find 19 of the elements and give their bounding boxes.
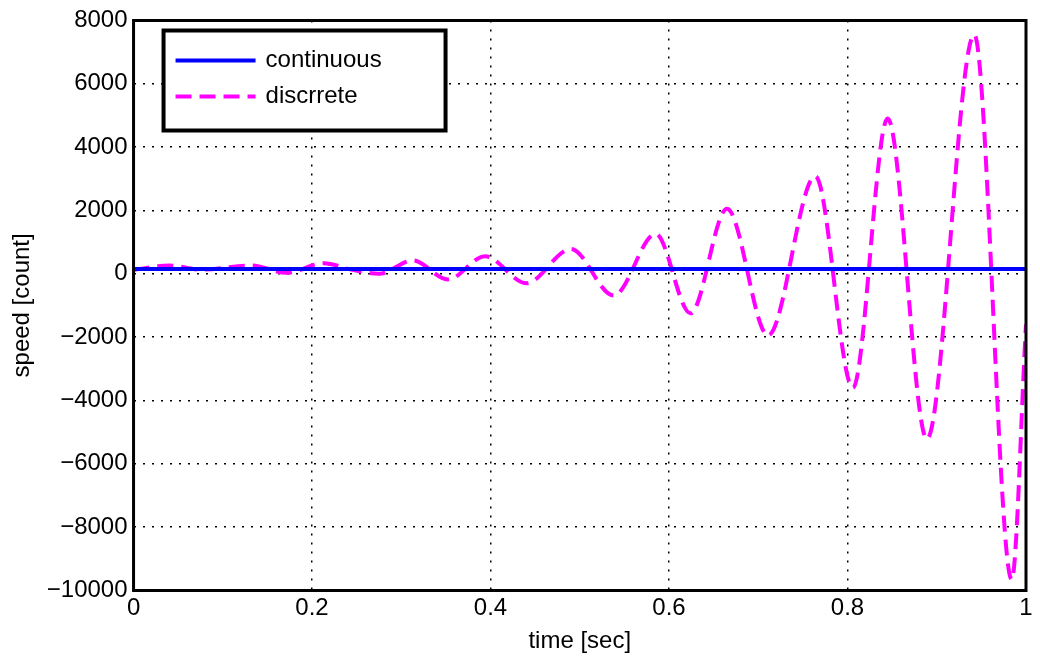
y-tick-label: 0: [114, 258, 128, 286]
legend-label: discrrete: [265, 81, 358, 109]
y-tick-label: 6000: [74, 68, 128, 96]
x-axis-title: time [sec]: [528, 626, 632, 654]
x-tick-label: 0.6: [652, 593, 686, 621]
y-tick-label: −4000: [60, 385, 128, 413]
y-tick-label: −2000: [60, 321, 128, 349]
y-tick-label: −6000: [60, 448, 128, 476]
x-tick-label: 0.4: [473, 593, 508, 621]
x-tick-label: 0.2: [295, 593, 329, 621]
y-tick-label: 4000: [74, 131, 128, 159]
x-tick-label: 0.8: [830, 593, 865, 621]
y-axis-title: speed [count]: [7, 233, 35, 378]
x-tick-label: 1: [1019, 593, 1033, 621]
legend-label: continuous: [265, 45, 382, 73]
y-tick-label: 8000: [74, 5, 128, 33]
y-tick-label: −10000: [46, 575, 128, 603]
y-tick-label: 2000: [74, 195, 128, 223]
y-tick-label: −8000: [60, 511, 128, 539]
